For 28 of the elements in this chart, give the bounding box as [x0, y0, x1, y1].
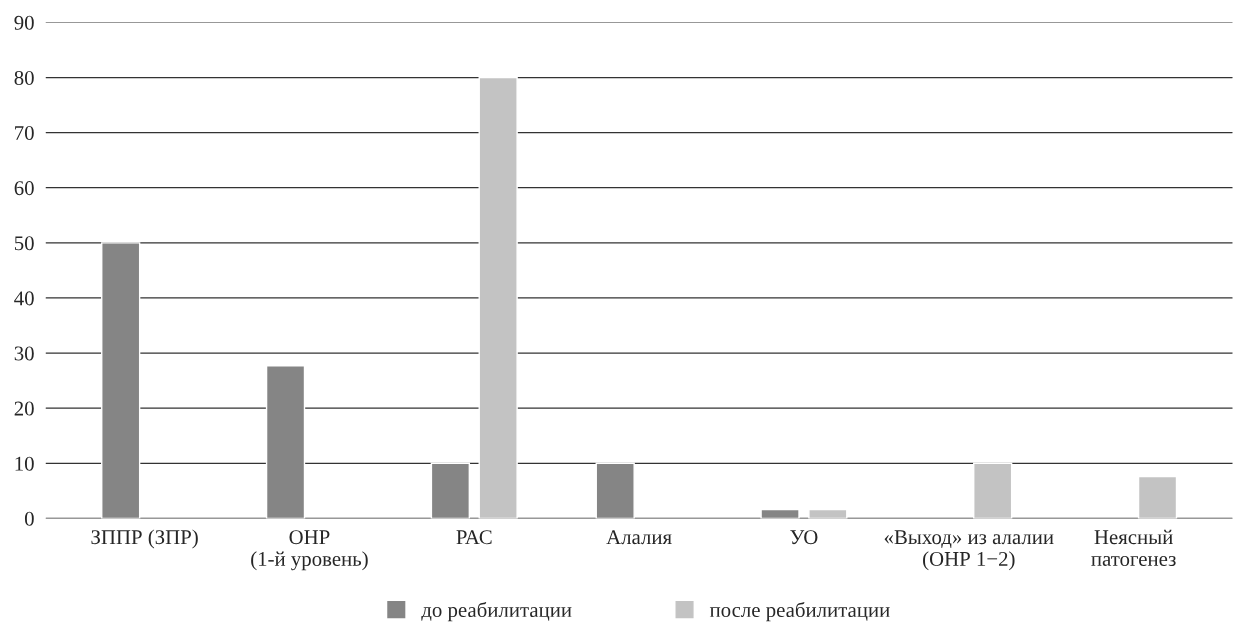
- bar: [265, 365, 306, 519]
- y-tick-label: 70: [15, 126, 34, 141]
- bar: [101, 242, 141, 519]
- bar: [808, 508, 848, 519]
- y-tick-label: 50: [14, 236, 34, 251]
- legend-label: до реабилитации: [421, 601, 572, 622]
- y-tick-label: 20: [14, 401, 34, 416]
- bar: [478, 76, 518, 519]
- y-tick-label: 80: [14, 70, 34, 85]
- bar: [595, 462, 635, 519]
- y-tick-label: 30: [14, 346, 34, 361]
- x-tick-label: Алалия: [606, 530, 672, 545]
- x-tick-label: Неясный патогенез: [1091, 529, 1176, 566]
- bar: [1137, 475, 1178, 519]
- y-tick-label: 90: [14, 15, 34, 30]
- x-tick-label: «Выход» из алалии (ОНР 1−2): [884, 530, 1054, 571]
- y-tick-label: 40: [14, 291, 34, 306]
- y-tick-label: 0: [24, 511, 34, 526]
- bar: [973, 462, 1013, 519]
- bar: [760, 508, 800, 519]
- x-tick-label: РАС: [456, 530, 492, 545]
- bar: [430, 462, 471, 519]
- y-tick-label: 60: [14, 181, 34, 196]
- legend-label: после реабилитации: [709, 601, 890, 622]
- x-tick-label: ОНР (1-й уровень): [251, 530, 368, 571]
- x-tick-label: УО: [790, 530, 818, 545]
- y-tick-label: 10: [15, 456, 34, 471]
- x-tick-label: ЗППР (ЗПР): [91, 529, 198, 549]
